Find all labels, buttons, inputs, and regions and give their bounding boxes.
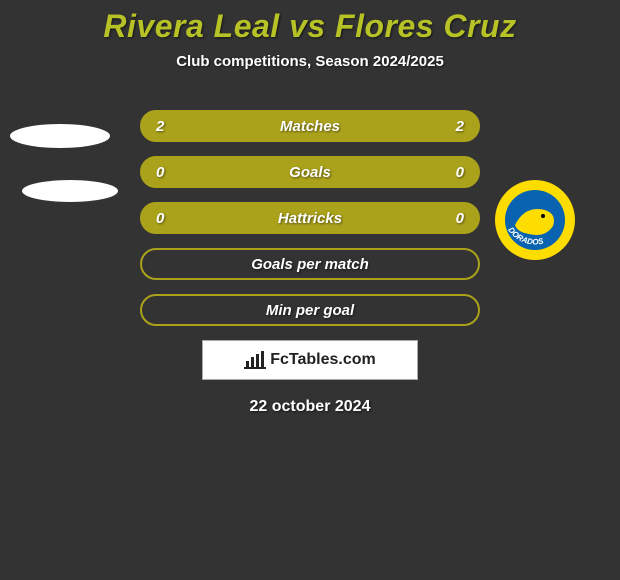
player1-placeholder-oval — [10, 124, 110, 148]
stat-rows: 2 Matches 2 0 Goals 0 0 Hattricks 0 Goal… — [140, 110, 480, 326]
bar-chart-icon — [244, 351, 266, 369]
player2-placeholder-oval — [22, 180, 118, 202]
stat-right-value: 2 — [456, 118, 464, 135]
stat-label: Goals — [289, 164, 331, 181]
stat-row-min-per-goal: Min per goal — [140, 294, 480, 326]
stat-label: Hattricks — [278, 210, 342, 227]
stat-right-value: 0 — [456, 164, 464, 181]
subtitle: Club competitions, Season 2024/2025 — [0, 53, 620, 70]
stat-label: Matches — [280, 118, 340, 135]
stat-row-matches: 2 Matches 2 — [140, 110, 480, 142]
stat-row-hattricks: 0 Hattricks 0 — [140, 202, 480, 234]
team-badge-right: DORADOS — [495, 180, 575, 260]
stat-left-value: 0 — [156, 164, 164, 181]
page-title: Rivera Leal vs Flores Cruz — [0, 0, 620, 45]
stat-row-goals-per-match: Goals per match — [140, 248, 480, 280]
dorados-logo-icon: DORADOS — [495, 180, 575, 260]
stat-label: Goals per match — [251, 256, 369, 273]
watermark: FcTables.com — [202, 340, 418, 380]
date-text: 22 october 2024 — [0, 398, 620, 416]
stat-label: Min per goal — [266, 302, 354, 319]
watermark-text: FcTables.com — [270, 351, 376, 369]
stat-left-value: 0 — [156, 210, 164, 227]
stat-row-goals: 0 Goals 0 — [140, 156, 480, 188]
stat-left-value: 2 — [156, 118, 164, 135]
stat-right-value: 0 — [456, 210, 464, 227]
